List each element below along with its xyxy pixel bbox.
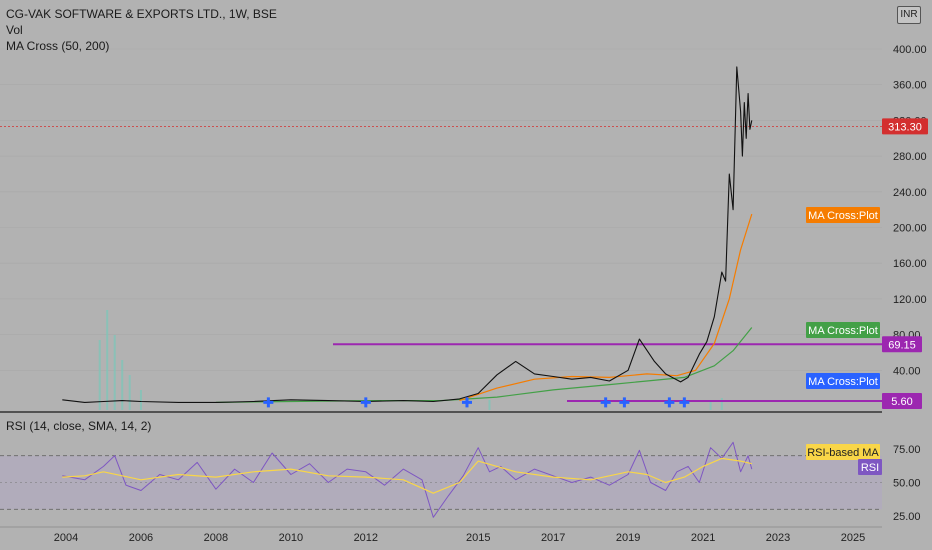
time-axis[interactable]: 2004 2006 2008 2010 2012 2015 2017 2019 2021 2023… [0, 526, 882, 544]
price-series-line [62, 66, 753, 403]
ma-cross-tag-text: MA Cross:Plot [808, 376, 878, 388]
volume-bar [106, 310, 109, 410]
ma-cross-marker [600, 397, 611, 408]
ma-cross-marker [263, 397, 274, 408]
ma-cross-marker [619, 397, 630, 408]
time-tick-label: 2006 [129, 532, 153, 544]
time-tick-label: 2019 [616, 532, 640, 544]
volume-bar [720, 398, 723, 410]
ma-cross-tag-box [806, 373, 880, 389]
volume-indicator-label[interactable]: Vol [6, 23, 23, 37]
time-tick-label: 2004 [54, 532, 78, 544]
time-tick-label: 2021 [691, 532, 715, 544]
symbol-title[interactable]: CG-VAK SOFTWARE & EXPORTS LTD., 1W, BSE [6, 7, 277, 21]
rsi-indicator-label[interactable]: RSI (14, close, SMA, 14, 2) [6, 419, 152, 433]
axis-tags: 313.30 69.15 5.60 MA Cross:Plot MA Cross:Plo… [806, 118, 928, 475]
rsi-axis[interactable]: 25.00 50.00 75.00 [893, 444, 921, 523]
volume-bar [113, 335, 116, 410]
rsi-tick-label: 50.00 [893, 478, 921, 490]
rsi-tick-label: 25.00 [893, 511, 921, 523]
ma-cross-marker [461, 397, 472, 408]
level-low-tag-box [882, 393, 922, 410]
time-tick-label: 2017 [541, 532, 565, 544]
ma-cross-marker [679, 397, 690, 408]
volume-bar [139, 390, 142, 410]
ma200-tag-text: MA Cross:Plot [808, 325, 878, 337]
time-tick-label: 2008 [204, 532, 228, 544]
ma50-line [459, 213, 753, 402]
volume-bar [128, 375, 131, 410]
volume-bar [121, 360, 124, 410]
price-axis[interactable]: 40.0080.00120.00160.00200.00240.00280.00… [882, 0, 932, 550]
chart-header: CG-VAK SOFTWARE & EXPORTS LTD., 1W, BSE … [6, 6, 277, 54]
volume-bar [98, 340, 101, 410]
level-high-tag-box [882, 336, 922, 353]
currency-badge[interactable]: INR [897, 6, 921, 24]
time-tick-label: 2023 [766, 532, 790, 544]
ma200-tag-box [806, 322, 880, 338]
level-high-tag-text: 69.15 [888, 339, 916, 351]
rsi-ma-line [62, 457, 752, 494]
rsi-lines [62, 441, 753, 518]
rsi-tag-text: RSI [861, 462, 879, 474]
time-tick-label: 2010 [279, 532, 303, 544]
price-tick-label: 400.00 [893, 44, 927, 56]
rsi-tag-box [858, 459, 882, 475]
rsi-ma-tag-box [806, 444, 880, 460]
rsi-ma-tag-text: RSI-based MA [807, 447, 879, 459]
price-line [62, 66, 753, 403]
price-tick-label: 240.00 [893, 187, 927, 199]
rsi-band [0, 455, 882, 510]
last-price-tag-text: 313.30 [888, 121, 922, 133]
time-tick-label: 2025 [841, 532, 865, 544]
rsi-tick-label: 75.00 [893, 444, 921, 456]
ma-cross-marker [360, 397, 371, 408]
ma-cross-marker [664, 397, 675, 408]
price-tick-label: 280.00 [893, 151, 927, 163]
last-price-tag-box [882, 118, 928, 135]
level-low-tag-text: 5.60 [891, 396, 912, 408]
rsi-line [62, 441, 753, 518]
price-tick-label: 120.00 [893, 294, 927, 306]
ma-cross-markers [263, 397, 690, 408]
price-tick-label: 40.00 [893, 365, 921, 377]
time-tick-label: 2012 [354, 532, 378, 544]
volume-bar [488, 400, 491, 410]
price-tick-label: 160.00 [893, 258, 927, 270]
volume-bars [98, 310, 723, 410]
price-tick-label: 200.00 [893, 223, 927, 235]
ma50-tag-text: MA Cross:Plot [808, 210, 878, 222]
price-tick-label: 360.00 [893, 80, 927, 92]
axis-background [882, 0, 932, 550]
ma50-tag-box [806, 207, 880, 223]
ma-cross-indicator-label[interactable]: MA Cross (50, 200) [6, 39, 110, 53]
volume-bar [709, 400, 712, 410]
time-tick-label: 2015 [466, 532, 490, 544]
